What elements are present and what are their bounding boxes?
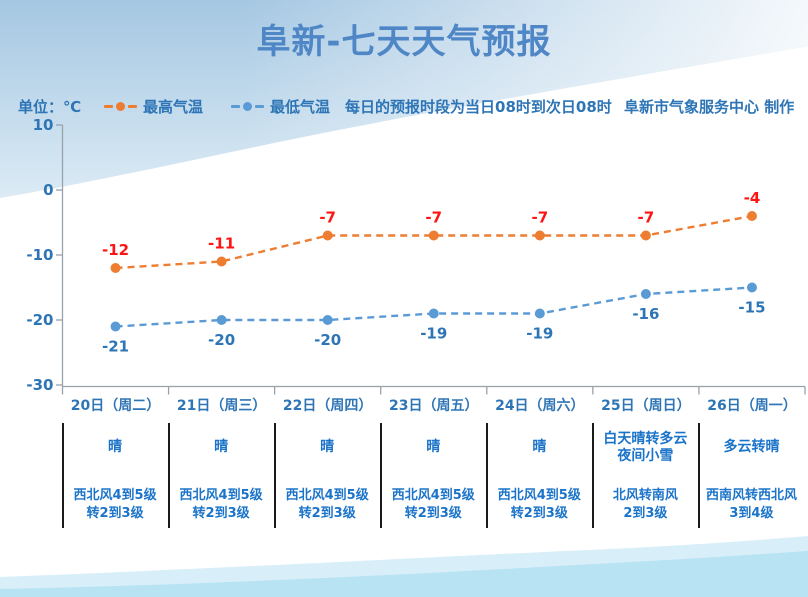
legend-item-high-temp: 最高气温: [104, 96, 203, 117]
forecast-period-note: 每日的预报时段为当日08时到次日08时: [345, 98, 612, 116]
legend-label-high-temp: 最高气温: [143, 98, 204, 116]
legend-label-low-temp: 最低气温: [270, 98, 331, 116]
low-temp-line-marker-icon: [231, 102, 265, 111]
high-temp-line-marker-icon: [104, 102, 137, 111]
credit-text: 阜新市气象服务中心 制作: [624, 98, 795, 116]
unit-label: 单位：℃: [18, 98, 82, 116]
legend-item-low-temp: 最低气温: [231, 96, 330, 117]
top-wave-highlight: [0, 0, 808, 198]
page-title: 阜新-七天天气预报: [256, 22, 552, 62]
bottom-wave-deep: [0, 551, 808, 597]
legend: 最高气温 最低气温: [104, 96, 330, 117]
